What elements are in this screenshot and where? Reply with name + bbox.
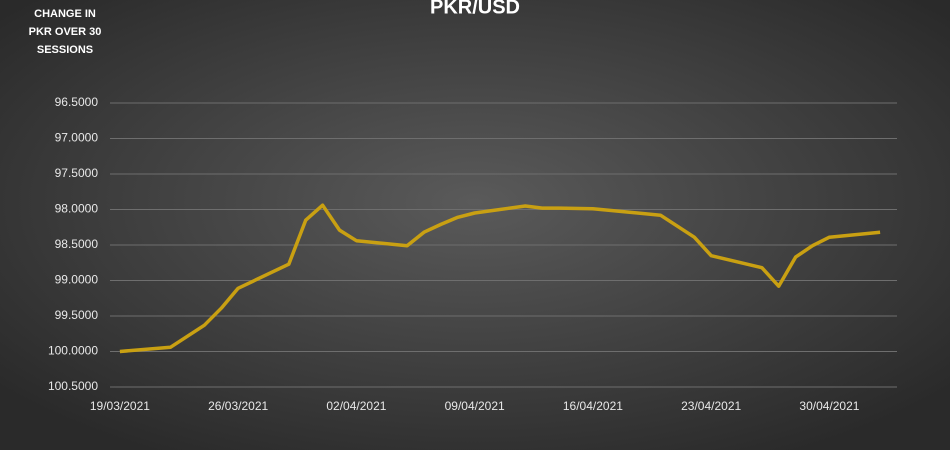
chart-title: PKR/USD: [430, 0, 520, 18]
x-tick-label: 23/04/2021: [681, 399, 741, 413]
x-tick-label: 19/03/2021: [90, 399, 150, 413]
y-tick-label: 96.5000: [55, 95, 99, 109]
y-tick-label: 99.0000: [55, 273, 99, 287]
x-tick-label: 30/04/2021: [799, 399, 859, 413]
data-line: [119, 203, 881, 354]
x-tick-label: 26/03/2021: [208, 399, 268, 413]
x-tick-label: 16/04/2021: [563, 399, 623, 413]
x-tick-label: 02/04/2021: [326, 399, 386, 413]
y-tick-label: 100.5000: [48, 379, 98, 393]
y-tick-label: 98.0000: [55, 202, 99, 216]
y-tick-label: 100.0000: [48, 344, 98, 358]
y-tick-label: 97.5000: [55, 166, 99, 180]
x-tick-label: 09/04/2021: [445, 399, 505, 413]
y-tick-label: 98.5000: [55, 237, 99, 251]
annotation: CHANGE IN: [34, 8, 96, 20]
y-tick-label: 97.0000: [55, 131, 99, 145]
annotation: PKR OVER 30: [29, 26, 102, 38]
y-tick-label: 99.5000: [55, 308, 99, 322]
annotation: SESSIONS: [37, 44, 93, 56]
